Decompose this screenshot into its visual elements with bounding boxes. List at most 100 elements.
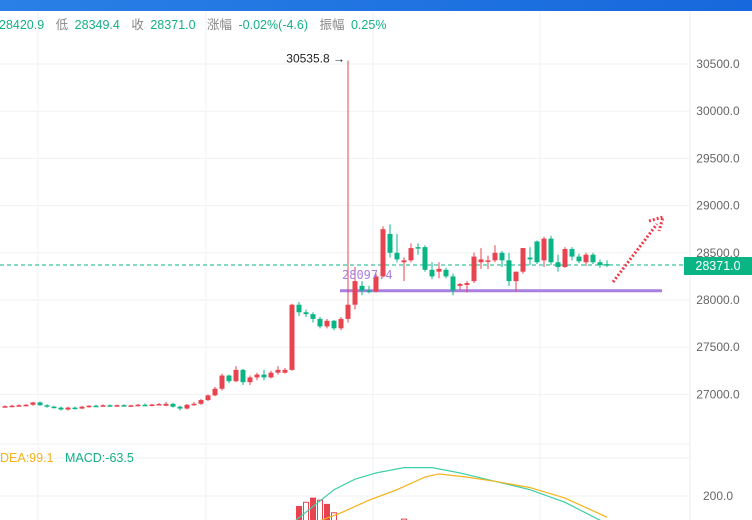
- price-tick-label: 29000.0: [696, 199, 740, 213]
- candle-body: [394, 252, 400, 260]
- last-price-tag: 28371.0: [684, 257, 752, 275]
- candle-body: [177, 406, 183, 409]
- candle-body: [296, 304, 302, 313]
- candle-body: [415, 247, 421, 249]
- candle-body: [464, 283, 470, 285]
- candle-body: [401, 260, 407, 263]
- candle-body: [191, 403, 197, 406]
- price-tick-label: 28500.0: [696, 246, 740, 260]
- candle-body: [275, 369, 281, 373]
- price-tick-label: 29500.0: [696, 151, 740, 165]
- candle-body: [478, 259, 484, 263]
- candle-body: [555, 262, 561, 267]
- candle-body: [352, 281, 358, 305]
- candle-body: [338, 318, 344, 329]
- candle-body: [268, 372, 274, 378]
- candle-body: [359, 285, 365, 291]
- candle-body: [282, 369, 288, 373]
- candle-body: [289, 304, 295, 370]
- candle-body: [170, 403, 176, 407]
- candle-body: [576, 256, 582, 262]
- candle-body: [604, 264, 610, 266]
- candle-body: [303, 312, 309, 315]
- candle-body: [254, 374, 260, 378]
- candle-body: [317, 318, 323, 327]
- trend-arrow-line: [611, 223, 659, 283]
- candle-body: [233, 369, 239, 382]
- candle-body: [226, 375, 232, 382]
- candle-body: [240, 369, 246, 383]
- candle-body: [149, 404, 155, 407]
- candle-body: [2, 406, 8, 408]
- candle-body: [163, 403, 169, 406]
- candle-body: [471, 256, 477, 282]
- candle-body: [198, 400, 204, 404]
- macd-histogram-bar: [310, 497, 316, 520]
- candle-body: [93, 405, 99, 408]
- change-value: -0.02%(-4.6): [238, 18, 308, 32]
- candle-body: [506, 260, 512, 282]
- amplitude-value: 0.25%: [350, 18, 387, 32]
- candle-body: [422, 247, 428, 270]
- candle-body: [135, 404, 141, 407]
- macd-histogram-bar: [303, 501, 309, 520]
- low-label: 低: [55, 18, 69, 32]
- candle-body: [30, 402, 36, 405]
- price-tick-label: 27000.0: [696, 387, 740, 401]
- candle-body: [548, 238, 554, 263]
- candle-body: [128, 405, 134, 407]
- candle-body: [114, 405, 120, 407]
- candle-body: [408, 248, 414, 261]
- candle-body: [44, 405, 50, 407]
- candle-body: [212, 388, 218, 396]
- candle-body: [58, 407, 64, 410]
- candle-body: [450, 276, 456, 291]
- dea-line: [320, 473, 608, 520]
- price-tick-label: 28000.0: [696, 293, 740, 307]
- candle-body: [527, 257, 533, 260]
- candle-body: [485, 260, 491, 262]
- candle-body: [23, 404, 29, 407]
- candle-body: [16, 405, 22, 407]
- candle-body: [499, 252, 505, 261]
- macd-legend: DEA:99.1 MACD:-63.5: [0, 451, 134, 465]
- trend-arrow-head-icon: [648, 214, 666, 232]
- support-price-label: 28097.4: [342, 268, 393, 282]
- candle-body: [219, 375, 225, 389]
- max-price-marker: 30535.8 →: [286, 52, 345, 66]
- macd-histogram-bar: [296, 506, 302, 520]
- candle-body: [534, 241, 540, 263]
- change-label: 涨幅: [207, 18, 233, 32]
- candle-body: [9, 405, 15, 408]
- candle-body: [590, 254, 596, 263]
- macd-tick-label: 200.0: [703, 489, 733, 503]
- ohlc-info-bar: 28420.9 低 28349.4 收 28371.0 涨幅 -0.02%(-4…: [0, 14, 386, 33]
- price-tick-label: 30000.0: [696, 104, 740, 118]
- candle-body: [457, 283, 463, 286]
- candle-body: [324, 320, 330, 327]
- price-tick-label: 27500.0: [696, 340, 740, 354]
- candle-body: [156, 404, 162, 406]
- low-value: 28349.4: [74, 18, 120, 32]
- candle-body: [541, 238, 547, 261]
- candle-body: [310, 314, 316, 319]
- candle-body: [51, 406, 57, 409]
- candle-body: [107, 405, 113, 407]
- candle-body: [373, 276, 379, 292]
- candle-body: [65, 407, 71, 410]
- candle-body: [72, 407, 78, 410]
- candle-body: [331, 320, 337, 329]
- candle-body: [520, 248, 526, 272]
- candle-body: [142, 404, 148, 407]
- candle-body: [184, 404, 190, 409]
- price-tick-label: 30500.0: [696, 57, 740, 71]
- candle-body: [86, 405, 92, 408]
- macd-histogram-bar: [324, 503, 330, 520]
- candle-body: [247, 377, 253, 383]
- candle-body: [513, 271, 519, 282]
- candle-body: [121, 405, 127, 407]
- macd-value: MACD:-63.5: [65, 451, 134, 465]
- candle-body: [100, 405, 106, 407]
- high-value: 28420.9: [0, 18, 45, 32]
